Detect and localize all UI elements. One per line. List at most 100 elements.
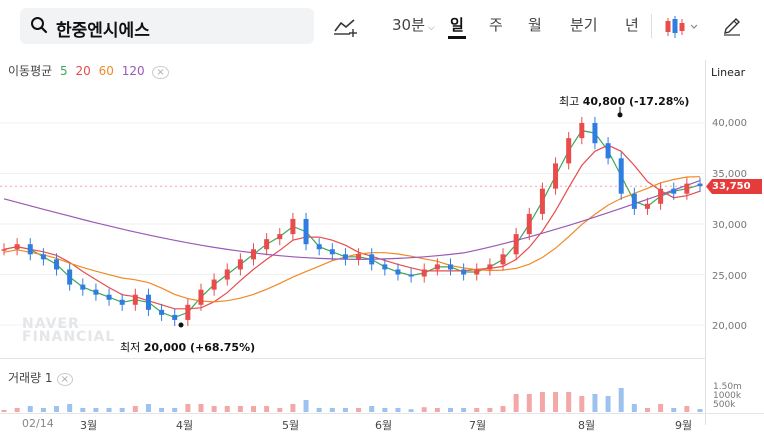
volume-bar — [513, 394, 519, 412]
tab-month[interactable]: 월 — [528, 16, 542, 34]
candle-body — [553, 163, 559, 189]
candle-body — [631, 193, 637, 209]
candle-body — [500, 254, 506, 265]
volume-bar — [132, 406, 138, 412]
volume-bar — [1, 410, 7, 412]
ma-20-label: 20 — [75, 64, 91, 78]
high-label: 최고 — [559, 95, 580, 108]
candle-body — [159, 309, 165, 315]
volume-legend: 거래량 1 × — [8, 369, 73, 386]
volume-bar — [159, 408, 165, 412]
candle-body — [474, 269, 480, 275]
volume-bar — [251, 406, 257, 412]
candle-body — [382, 264, 388, 270]
volume-bar — [539, 392, 545, 412]
volume-bar — [145, 404, 151, 412]
volume-bar — [658, 404, 664, 412]
volume-bar — [106, 408, 112, 412]
watermark-line-1: NAVER — [22, 316, 80, 332]
candle-body — [27, 244, 33, 255]
candle-body — [684, 183, 690, 194]
pencil-icon[interactable] — [722, 16, 742, 36]
candlestick-type-icon[interactable] — [664, 15, 700, 39]
candle-body — [119, 299, 125, 305]
candle-body — [487, 264, 493, 270]
candle-body — [237, 259, 243, 270]
candle-body — [369, 254, 375, 265]
date-tick: 6월 — [375, 419, 393, 432]
active-tab-indicator — [448, 36, 466, 39]
date-tick: 7월 — [469, 419, 487, 432]
volume-bar — [487, 408, 493, 412]
ma-20-line — [3, 144, 701, 310]
candle-body — [605, 143, 611, 159]
candle-body — [316, 244, 322, 250]
volume-bar — [264, 406, 270, 412]
low-value: 20,000 (+68.75%) — [143, 341, 256, 354]
ma-label: 이동평균 — [8, 64, 53, 78]
volume-bar — [434, 408, 440, 412]
date-tick: 3월 — [80, 419, 98, 432]
naver-financial-watermark: NAVER FINANCIAL — [22, 316, 115, 344]
tab-day[interactable]: 일 — [450, 16, 464, 34]
candle-body — [106, 294, 112, 300]
chart-type-line-icon[interactable] — [334, 17, 358, 37]
candle-body — [566, 138, 572, 164]
low-annotation: 최저 20,000 (+68.75%) — [120, 339, 255, 355]
volume-bar — [408, 409, 414, 412]
toolbar-divider — [651, 14, 652, 38]
date-tick: 02/14 — [22, 417, 54, 430]
high-value: 40,800 (-17.28%) — [582, 95, 690, 108]
date-axis: 02/14 3월 4월 5월 6월 7월 8월 9월 — [0, 413, 764, 434]
volume-tick-1.5m: 1.50m — [713, 382, 742, 392]
search-icon — [31, 17, 48, 34]
volume-pane-divider — [0, 358, 705, 359]
candle-body — [172, 314, 178, 320]
volume-bar — [237, 406, 243, 412]
price-tick-25000: 25,000 — [712, 271, 747, 282]
volume-bar — [447, 408, 453, 412]
volume-bar — [316, 408, 322, 412]
search-query[interactable]: 한중엔시에스 — [56, 21, 150, 41]
volume-bar — [631, 404, 637, 412]
stock-search-box[interactable]: 한중엔시에스 — [20, 8, 314, 44]
ma-120-label: 120 — [121, 64, 145, 78]
scale-type-toggle[interactable]: Linear — [711, 66, 746, 79]
candle-body — [356, 254, 362, 260]
volume-bar — [277, 408, 283, 412]
volume-bar — [474, 408, 480, 412]
volume-bar — [579, 396, 585, 412]
volume-remove-icon[interactable]: × — [56, 373, 73, 386]
volume-tick-500k: 500k — [713, 400, 736, 410]
candle-body — [671, 188, 677, 194]
volume-bar — [421, 407, 427, 412]
candle-body — [93, 289, 99, 295]
candle-body — [67, 269, 73, 285]
candle-body — [539, 188, 545, 214]
chart-toolbar: 한중엔시에스 30분 ⌵ 일 주 월 분기 년 — [0, 0, 764, 56]
low-marker — [178, 322, 184, 328]
tab-week[interactable]: 주 — [489, 16, 503, 34]
volume-bar — [395, 408, 401, 412]
interval-30min-label: 30분 — [392, 16, 425, 34]
candle-body — [434, 264, 440, 270]
candle-body — [421, 269, 427, 277]
volume-bar — [671, 408, 677, 412]
current-price-badge: 33,750 — [706, 179, 762, 194]
price-tick-40000: 40,000 — [712, 118, 747, 129]
candle-body — [185, 304, 191, 320]
volume-bar — [618, 388, 624, 412]
tab-quarter[interactable]: 분기 — [570, 16, 598, 34]
candle-body — [198, 289, 204, 305]
tab-year[interactable]: 년 — [625, 16, 639, 34]
volume-bar — [119, 408, 125, 412]
candle-body — [303, 218, 309, 245]
ma-5-label: 5 — [60, 64, 68, 78]
volume-bar — [211, 406, 217, 412]
price-chart[interactable] — [0, 0, 705, 413]
volume-bar — [526, 394, 532, 412]
price-tick-30000: 30,000 — [712, 220, 747, 231]
ma-remove-icon[interactable]: × — [152, 66, 169, 79]
candle-body — [342, 254, 348, 260]
interval-30min-dropdown[interactable]: 30분 ⌵ — [392, 14, 435, 35]
